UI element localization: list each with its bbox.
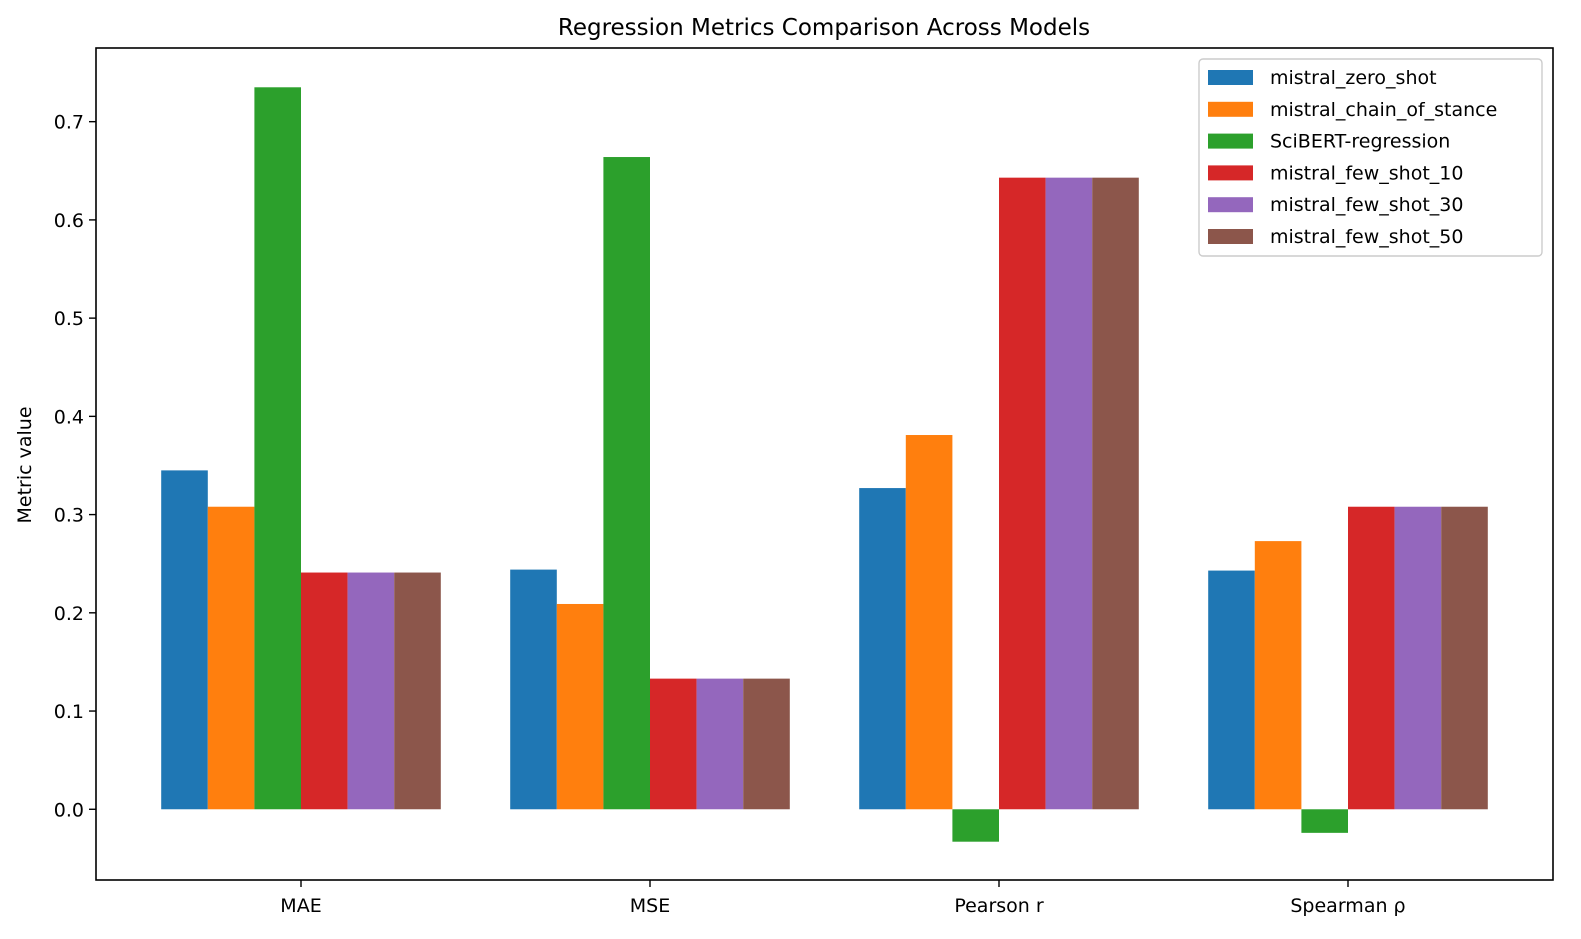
legend-label: mistral_chain_of_stance (1270, 99, 1497, 121)
legend-swatch (1208, 101, 1253, 117)
legend-swatch (1208, 70, 1253, 85)
chart-title: Regression Metrics Comparison Across Mod… (558, 15, 1090, 41)
bar-SciBERT-regression-mse (603, 157, 650, 810)
x-tick-label: Spearman ρ (1290, 895, 1405, 917)
y-tick-label: 0.3 (54, 505, 84, 527)
legend-swatch (1208, 229, 1253, 244)
bar-mistral_zero_shot-mse (510, 569, 557, 810)
bar-mistral_few_shot_30-spearman- (1394, 506, 1442, 810)
legend-box (1198, 58, 1543, 257)
legend-label: mistral_few_shot_50 (1270, 226, 1463, 248)
bar-mistral_chain_of_stance-pearson-r (905, 435, 953, 810)
legend: mistral_zero_shot mistral_chain_of_stance… (1198, 58, 1543, 257)
bars-layer (161, 87, 1488, 842)
bar-SciBERT-regression-spearman- (1301, 809, 1348, 833)
y-axis-label: Metric value (14, 406, 36, 523)
y-axis: 0.0 0.1 0.2 0.3 0.4 0.5 0.6 0.7 (54, 112, 96, 821)
bar-mistral_few_shot_30-pearson-r (1045, 177, 1093, 810)
bar-mistral_few_shot_30-mse (696, 678, 744, 810)
y-tick-label: 0.0 (54, 799, 84, 821)
bar-mistral_chain_of_stance-spearman- (1254, 541, 1302, 810)
x-axis: MAE MSE Pearson r Spearman ρ (280, 880, 1406, 917)
plot-frame (95, 47, 1554, 881)
x-tick-label: MSE (630, 895, 670, 917)
legend-label: SciBERT-regression (1270, 131, 1450, 153)
bar-SciBERT-regression-mae (254, 87, 301, 810)
bar-mistral_few_shot_50-pearson-r (1092, 177, 1139, 810)
y-tick-label: 0.2 (54, 603, 84, 625)
bar-mistral_few_shot_50-mse (743, 678, 790, 810)
bar-mistral_few_shot_50-spearman- (1441, 506, 1488, 810)
x-tick-label: MAE (280, 895, 321, 917)
bar-mistral_chain_of_stance-mse (556, 603, 604, 810)
legend-swatch (1208, 165, 1253, 181)
bar-mistral_zero_shot-mae (161, 470, 208, 810)
legend-label: mistral_zero_shot (1270, 67, 1437, 89)
bar-mistral_few_shot_50-mae (394, 572, 441, 810)
x-tick-label: Pearson r (954, 895, 1044, 917)
bar-mistral_zero_shot-spearman- (1208, 570, 1255, 810)
legend-label: mistral_few_shot_30 (1270, 194, 1463, 216)
bar-mistral_few_shot_10-mse (650, 678, 697, 810)
bar-mistral_few_shot_10-pearson-r (999, 177, 1046, 810)
legend-swatch (1208, 197, 1253, 213)
bar-SciBERT-regression-pearson-r (952, 809, 999, 842)
y-tick-label: 0.7 (54, 112, 84, 134)
bar-mistral_zero_shot-pearson-r (859, 488, 906, 810)
y-tick-label: 0.4 (54, 406, 84, 428)
bar-mistral_few_shot_10-mae (301, 572, 348, 810)
bar-mistral_few_shot_10-spearman- (1348, 506, 1395, 810)
bar-mistral_chain_of_stance-mae (207, 506, 255, 810)
y-tick-label: 0.1 (54, 701, 84, 723)
y-tick-label: 0.6 (54, 210, 84, 232)
bar-mistral_few_shot_30-mae (347, 572, 395, 810)
legend-label: mistral_few_shot_10 (1270, 162, 1463, 184)
legend-swatch (1208, 133, 1253, 149)
y-tick-label: 0.5 (54, 308, 84, 330)
